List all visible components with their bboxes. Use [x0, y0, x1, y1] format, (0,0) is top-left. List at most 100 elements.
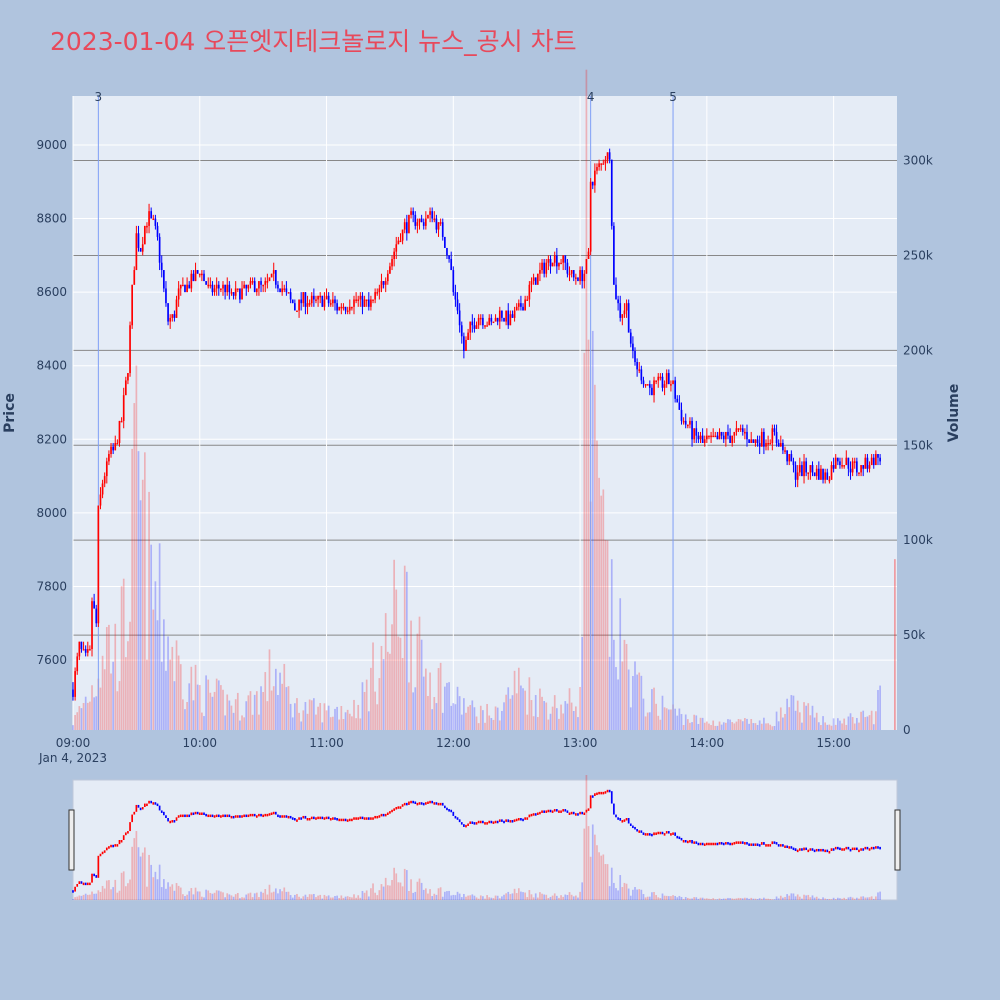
range-candle — [359, 816, 362, 820]
candle-body — [463, 336, 465, 351]
candle — [154, 214, 157, 230]
range-volume-bar — [175, 883, 178, 900]
volume-bar — [163, 619, 165, 730]
range-candle — [239, 815, 241, 818]
volume-bar — [763, 717, 765, 730]
candle — [803, 454, 805, 484]
range-volume-bar — [167, 882, 169, 900]
candle — [577, 277, 579, 282]
volume-bar — [870, 710, 873, 730]
range-volume-bar — [686, 897, 689, 900]
range-volume-bar — [836, 897, 839, 900]
candle-body — [629, 332, 632, 344]
volume-bar — [680, 714, 683, 730]
volume-bar — [344, 712, 347, 730]
range-volume-bar — [241, 897, 243, 900]
range-candle — [496, 820, 499, 824]
candle-body — [788, 454, 791, 462]
candle-body — [344, 306, 347, 311]
candle — [851, 457, 854, 477]
volume-bar — [217, 680, 220, 730]
volume-bar — [558, 718, 560, 730]
volume-bar — [182, 699, 184, 730]
range-volume-bar — [131, 846, 134, 900]
volume-bar — [617, 679, 619, 730]
range-candle — [175, 817, 178, 821]
candle — [741, 424, 744, 436]
range-volume-bar — [653, 891, 655, 900]
range-candle — [182, 814, 184, 818]
volume-bar — [327, 705, 330, 730]
candle-body — [188, 284, 191, 289]
range-volume-bar — [786, 894, 788, 900]
candle-body — [836, 457, 839, 462]
candle — [211, 281, 214, 296]
volume-bar — [872, 724, 875, 730]
candle-body — [420, 218, 423, 223]
candle — [382, 281, 385, 289]
candle-body — [416, 222, 419, 226]
range-volume-bar — [72, 899, 74, 900]
range-volume-bar — [405, 870, 408, 900]
candle-body — [283, 288, 286, 290]
volume-bar — [532, 716, 535, 730]
candle — [501, 310, 503, 322]
candle — [422, 218, 425, 230]
candle — [545, 259, 548, 278]
volume-bar — [750, 718, 753, 730]
candle-body — [746, 431, 748, 440]
range-candle — [397, 806, 400, 809]
candle-body — [315, 299, 317, 301]
candle — [158, 233, 161, 271]
candle-body — [452, 270, 455, 293]
range-volume-bar — [465, 896, 467, 900]
candle — [310, 292, 313, 307]
range-volume-bar — [393, 867, 395, 900]
candle — [260, 277, 262, 293]
volume-bar — [581, 636, 584, 730]
range-candle — [672, 832, 674, 835]
candle-body — [245, 284, 248, 289]
volume-bar — [756, 724, 759, 730]
candle-body — [291, 299, 294, 304]
candle-body — [536, 273, 539, 285]
range-volume-bar — [555, 895, 558, 900]
range-candle — [190, 812, 193, 816]
volume-bar — [691, 722, 693, 730]
volume-bar — [150, 544, 153, 730]
range-slider-handle[interactable] — [894, 809, 901, 871]
range-volume-bar — [617, 890, 619, 900]
candle-body — [832, 465, 835, 469]
candle-body — [676, 398, 679, 403]
range-slider-handle[interactable] — [68, 809, 75, 871]
volume-bar — [501, 710, 503, 730]
volume-bar — [196, 684, 199, 730]
candle — [708, 435, 710, 440]
range-candle — [367, 817, 370, 820]
candle-body — [287, 292, 290, 294]
range-volume-bar — [684, 897, 687, 900]
candle-body — [334, 299, 336, 304]
candle — [338, 306, 341, 311]
range-volume-bar — [146, 886, 148, 900]
candle-body — [670, 384, 672, 386]
candle — [374, 288, 376, 304]
range-candle — [171, 820, 174, 823]
range-candle — [822, 848, 824, 852]
range-volume-bar — [484, 898, 486, 900]
event-marker-label: 3 — [95, 90, 103, 104]
candle-body — [395, 244, 398, 252]
volume-bar — [703, 722, 706, 730]
range-candle — [718, 842, 721, 845]
range-candle — [389, 811, 391, 814]
volume-bar — [811, 705, 814, 730]
candle-body — [528, 284, 531, 300]
volume-bar — [792, 695, 795, 730]
range-volume-bar — [410, 879, 412, 900]
candle-body — [179, 284, 182, 289]
volume-bar — [207, 679, 210, 730]
candle-body — [712, 435, 715, 438]
candle-body — [308, 303, 311, 305]
